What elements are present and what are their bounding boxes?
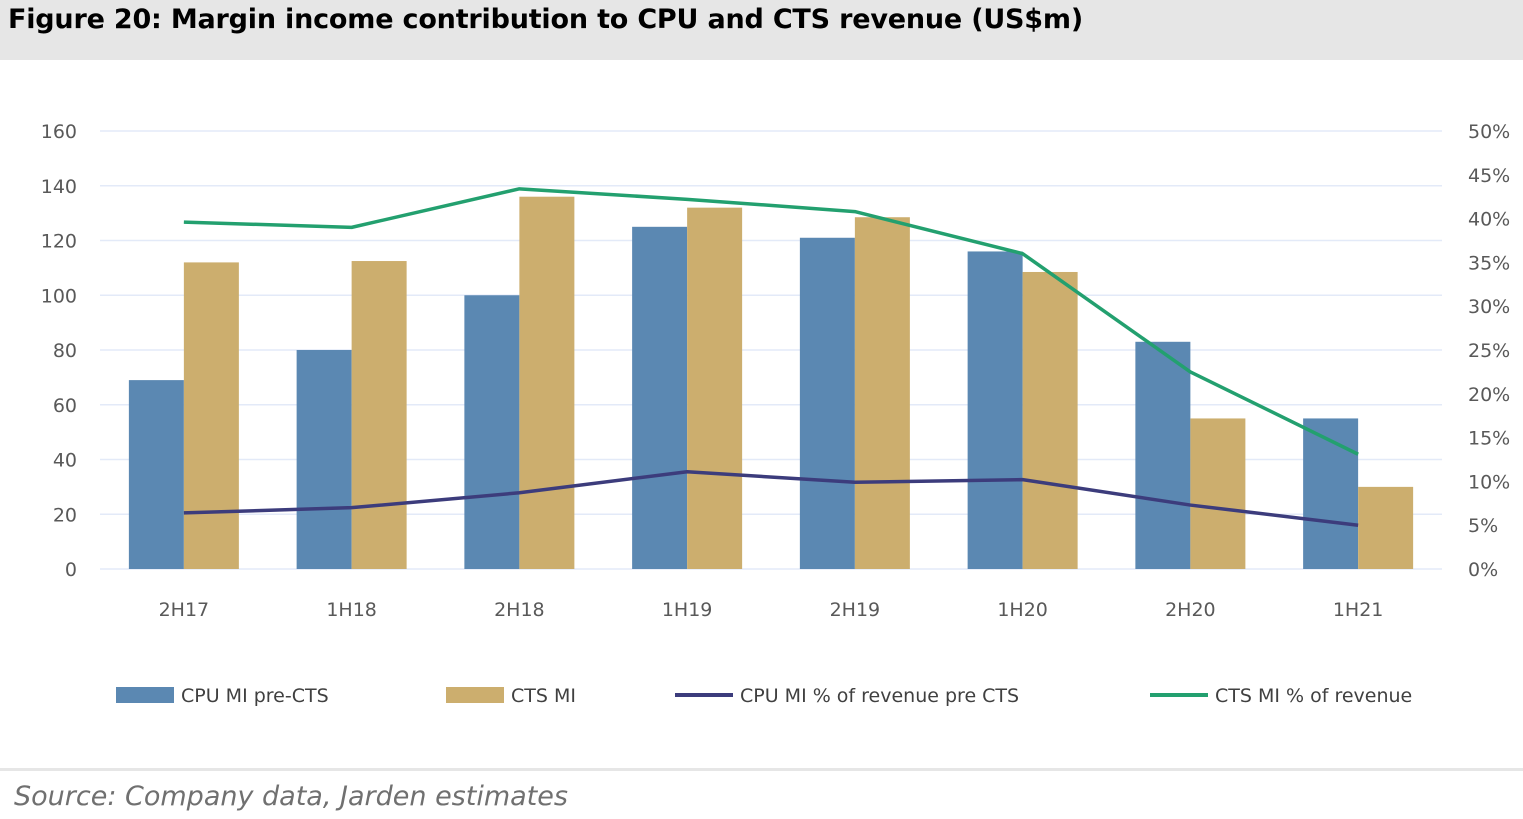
x-tick-label: 1H21 [1333,599,1384,621]
y-tick-label: 100 [41,285,77,307]
bar-cpu-mi-pre-cts [967,251,1023,569]
x-tick-label: 2H17 [159,599,210,621]
y2-tick-label: 30% [1468,296,1510,318]
series-lines [183,187,1359,527]
line-cts-mi-pct [183,187,1359,456]
y2-tick-label: 10% [1468,471,1510,493]
bar-cpu-mi-pre-cts [1135,341,1191,569]
legend: CPU MI pre-CTS CTS MI CPU MI % of revenue … [116,685,1412,707]
bar-cpu-mi-pre-cts [799,237,855,569]
legend-item-cts-mi: CTS MI [446,685,576,707]
y2-tick-label: 35% [1468,252,1510,274]
y2-tick-label: 5% [1468,515,1498,537]
legend-label: CPU MI pre-CTS [181,685,329,707]
legend-item-cpu-mi-pre-cts: CPU MI pre-CTS [116,685,329,707]
x-tick-label: 2H19 [830,599,881,621]
bars [128,196,1414,569]
y2-tick-label: 40% [1468,209,1510,231]
bar-cts-mi [183,262,239,569]
source-note: Source: Company data, Jarden estimates [14,781,568,812]
legend-label: CTS MI % of revenue [1215,685,1412,707]
legend-label: CTS MI [511,685,576,707]
y-tick-label: 80 [53,340,77,362]
bar-cts-mi [854,217,910,569]
line-cpu-mi-pct [183,470,1359,527]
bar-cpu-mi-pre-cts [296,350,352,569]
bar-cpu-mi-pre-cts [1303,418,1359,569]
bar-cts-mi [351,261,407,569]
legend-item-cts-mi-pct: CTS MI % of revenue [1150,685,1412,707]
bar-cpu-mi-pre-cts [632,226,688,569]
y-tick-label: 0 [65,559,77,581]
bar-cpu-mi-pre-cts [128,380,184,569]
bar-cts-mi [1190,418,1246,569]
bar-cts-mi [1358,486,1414,569]
y2-tick-label: 50% [1468,121,1510,143]
divider [0,768,1523,771]
bar-cts-mi [687,207,743,569]
y-axis-left: 0 20 40 60 80 100 120 140 160 [41,121,77,581]
y-tick-label: 140 [41,176,77,198]
bar-cpu-mi-pre-cts [464,295,520,569]
y2-tick-label: 0% [1468,559,1498,581]
x-axis: 2H17 1H18 2H18 1H19 2H19 1H20 2H20 1H21 [159,599,1384,621]
y2-tick-label: 20% [1468,384,1510,406]
figure-title: Figure 20: Margin income contribution to… [8,4,1083,35]
legend-swatch [116,687,174,703]
y-tick-label: 60 [53,395,77,417]
x-tick-label: 2H20 [1165,599,1216,621]
y-tick-label: 20 [53,504,77,526]
x-tick-label: 1H18 [326,599,377,621]
legend-swatch [446,687,504,703]
chart: 0 20 40 60 80 100 120 140 160 0% 5% 10% 15% 20% 25% 30… [41,121,1511,707]
y-tick-label: 120 [41,231,77,253]
legend-label: CPU MI % of revenue pre CTS [740,685,1019,707]
x-tick-label: 1H20 [997,599,1048,621]
bar-cts-mi [519,196,575,569]
y-tick-label: 40 [53,450,77,472]
y2-tick-label: 25% [1468,340,1510,362]
x-tick-label: 1H19 [662,599,713,621]
title-bar: Figure 20: Margin income contribution to… [0,0,1523,60]
x-tick-label: 2H18 [494,599,545,621]
y2-tick-label: 45% [1468,165,1510,187]
y-axis-right: 0% 5% 10% 15% 20% 25% 30% 35% 40% 45% 50% [1468,121,1510,581]
legend-item-cpu-mi-pct: CPU MI % of revenue pre CTS [675,685,1019,707]
bar-cts-mi [1022,271,1078,569]
y-tick-label: 160 [41,121,77,143]
y2-tick-label: 15% [1468,428,1510,450]
